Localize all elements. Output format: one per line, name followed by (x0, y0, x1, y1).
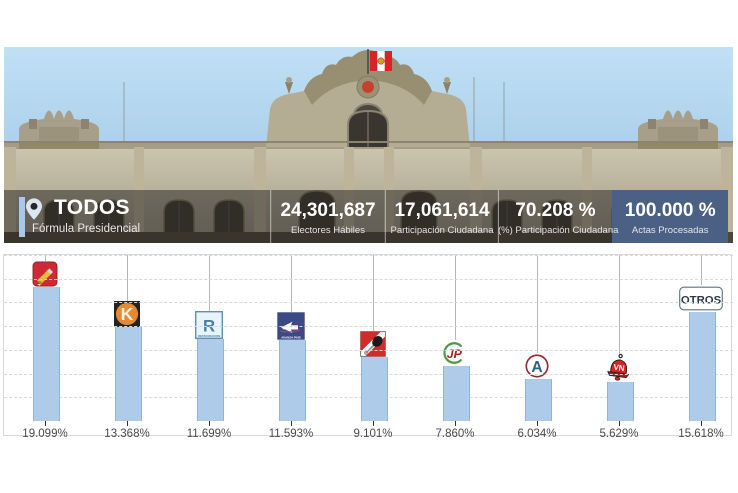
svg-text:K: K (121, 304, 134, 324)
svg-text:OTROS: OTROS (681, 294, 722, 306)
svg-text:VN: VN (613, 362, 626, 372)
svg-text:AVANZA PAÍS: AVANZA PAÍS (281, 334, 301, 339)
svg-text:RESTAURACION: RESTAURACION (198, 334, 220, 338)
